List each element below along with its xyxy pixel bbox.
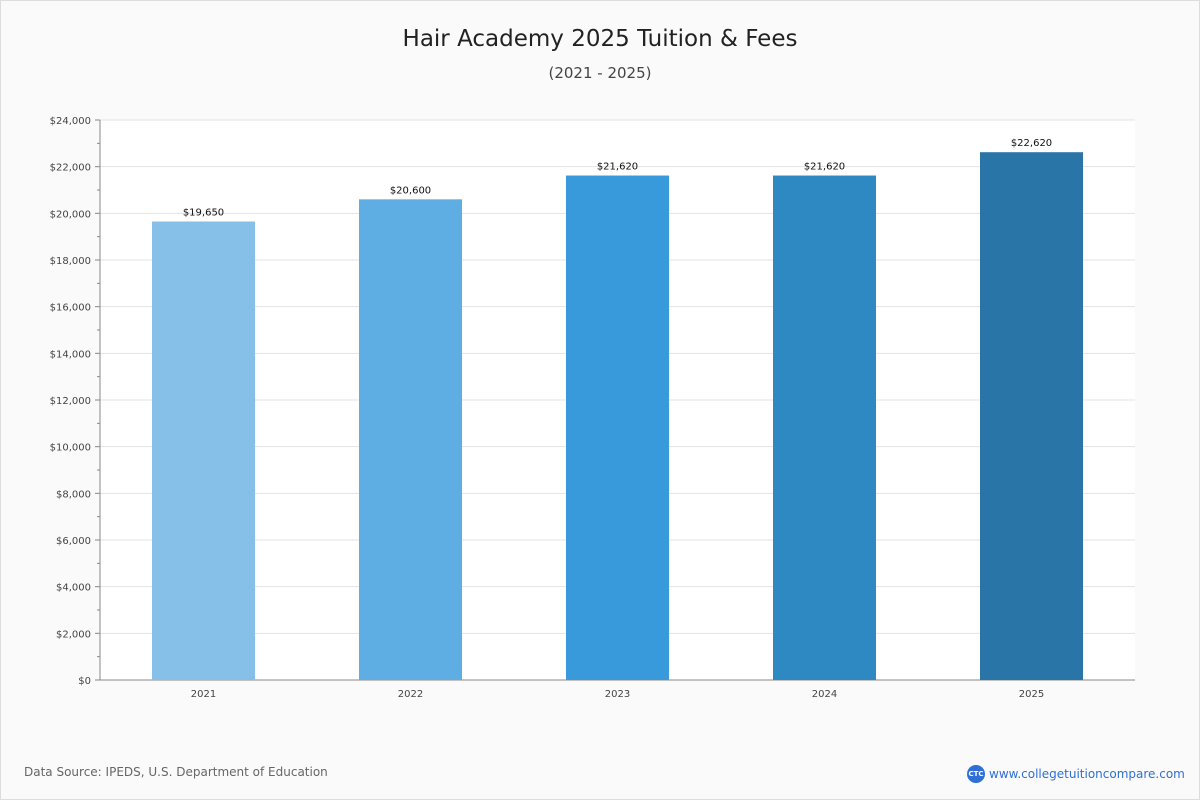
bar-value-label: $21,620 (804, 162, 845, 173)
data-source: Data Source: IPEDS, U.S. Department of E… (24, 765, 328, 779)
ctc-logo-icon: CTC (967, 765, 985, 783)
y-tick-label: $2,000 (56, 629, 91, 640)
bar-2021 (152, 221, 255, 680)
y-tick-label: $18,000 (50, 256, 91, 267)
y-tick-label: $8,000 (56, 489, 91, 500)
chart-subtitle: (2021 - 2025) (548, 64, 652, 82)
y-tick-label: $22,000 (50, 163, 91, 174)
chart-title: Hair Academy 2025 Tuition & Fees (402, 26, 798, 52)
x-tick-label: 2023 (605, 689, 630, 700)
y-tick-label: $6,000 (56, 536, 91, 547)
bar-2022 (359, 199, 462, 681)
y-tick-label: $12,000 (50, 396, 91, 407)
brand-link[interactable]: CTC www.collegetuitioncompare.com (967, 765, 1185, 783)
bar-2024 (773, 175, 876, 681)
bar-2025 (980, 152, 1083, 680)
x-tick-label: 2024 (812, 689, 837, 700)
y-tick-label: $0 (78, 676, 91, 687)
x-tick-label: 2021 (191, 689, 216, 700)
bar-value-label: $19,650 (183, 208, 224, 219)
x-tick-label: 2025 (1019, 689, 1044, 700)
y-tick-label: $24,000 (50, 116, 91, 127)
bar-value-label: $21,620 (597, 162, 638, 173)
bar-2023 (566, 175, 669, 681)
site-url[interactable]: www.collegetuitioncompare.com (989, 767, 1185, 781)
y-tick-label: $10,000 (50, 443, 91, 454)
y-tick-label: $4,000 (56, 583, 91, 594)
y-tick-label: $20,000 (50, 209, 91, 220)
bar-value-label: $22,620 (1011, 138, 1052, 149)
x-tick-label: 2022 (398, 689, 423, 700)
y-tick-label: $14,000 (50, 349, 91, 360)
y-tick-label: $16,000 (50, 303, 91, 314)
bar-value-label: $20,600 (390, 185, 431, 196)
